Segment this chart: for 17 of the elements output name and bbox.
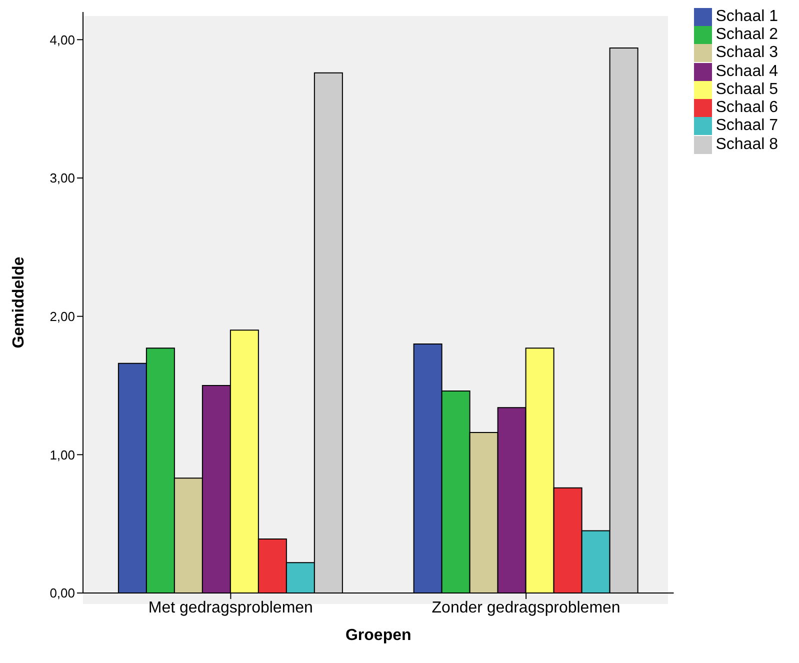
legend-label: Schaal 7	[716, 118, 778, 135]
x-tick-label: Zonder gedragsproblemen	[432, 599, 620, 616]
legend-label: Schaal 1	[716, 8, 778, 26]
legend-label: Schaal 6	[716, 99, 778, 116]
x-tick-label: Met gedragsproblemen	[148, 599, 313, 616]
x-axis-title: Groepen	[345, 627, 412, 644]
y-tick-label: 3,00	[50, 170, 75, 186]
y-tick-label: 4,00	[50, 32, 75, 48]
legend-label: Schaal 2	[716, 26, 778, 44]
legend-label: Schaal 8	[716, 136, 778, 153]
legend-label: Schaal 3	[716, 44, 778, 62]
y-tick-label: 0,00	[50, 586, 75, 601]
legend-label: Schaal 5	[716, 81, 778, 98]
y-tick-label: 1,00	[50, 447, 75, 462]
legend-label: Schaal 4	[716, 62, 778, 80]
y-tick-label: 2,00	[50, 308, 75, 324]
y-axis-title: Gemiddelde	[10, 256, 28, 348]
